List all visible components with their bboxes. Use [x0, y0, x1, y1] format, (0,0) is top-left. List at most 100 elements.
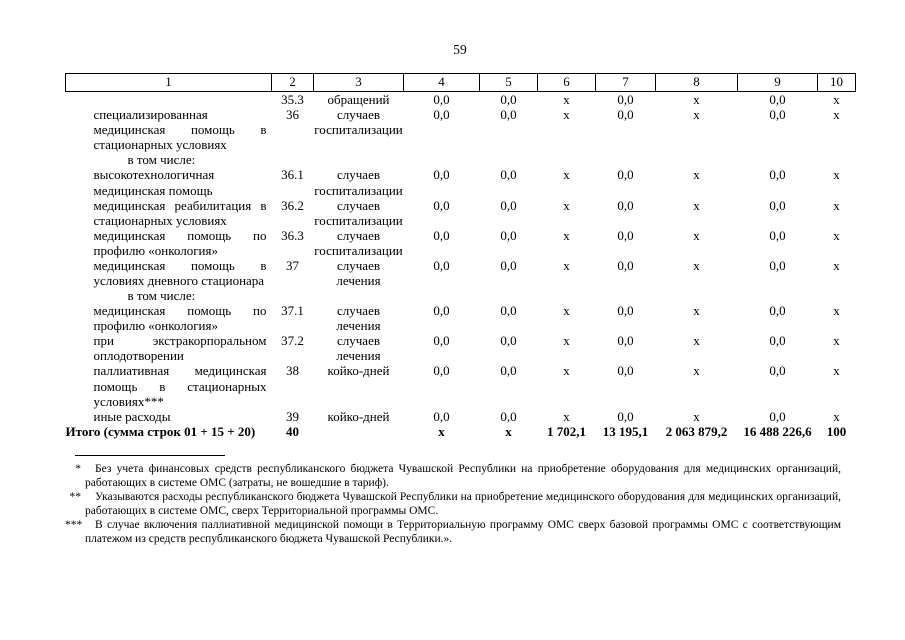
table-row: паллиативная медицинская помощь в стацио… [66, 363, 856, 408]
row-unit: койко-дней [327, 408, 390, 424]
row-value: x [563, 197, 570, 213]
row-value: x [563, 257, 570, 273]
row-value: 0,0 [617, 227, 634, 243]
row-value: 0,0 [769, 227, 786, 243]
row-value: x [563, 363, 570, 379]
row-value: x [693, 363, 700, 379]
row-value: x [833, 257, 840, 273]
row-value: 0,0 [617, 197, 634, 213]
medical-care-volumes-table: 1 2 3 4 5 6 7 8 9 10 35.3 обращений 0,0 0,0 x 0,0 x 0,0 x… [65, 72, 856, 439]
row-number: 36.2 [281, 197, 304, 213]
row-name: медицинская помощь по профилю «онкология… [93, 303, 267, 334]
row-name [66, 92, 272, 108]
table-header-row: 1 2 3 4 5 6 7 8 9 10 [65, 72, 856, 93]
row-value: 0,0 [500, 408, 517, 424]
row-value: 0,0 [769, 257, 786, 273]
row-value: 0,0 [433, 333, 450, 349]
empty-cells [272, 288, 856, 303]
row-value: x [563, 303, 570, 319]
row-value: 0,0 [617, 167, 634, 183]
row-value: 0,0 [433, 167, 450, 183]
row-name: медицинская помощь в условиях дневного с… [93, 257, 267, 289]
row-value: x [833, 408, 840, 424]
row-unit: случаев лечения [336, 257, 381, 289]
row-name: медицинская реабилитация в стационарных … [93, 197, 267, 228]
column-header: 2 [271, 72, 314, 93]
footnote-item: *** В случае включения паллиативной медиц… [65, 518, 855, 546]
row-value: 0,0 [433, 197, 450, 213]
row-value: x [833, 303, 840, 319]
row-number: 40 [286, 423, 299, 439]
row-value: 0,0 [500, 197, 517, 213]
column-header: 6 [537, 72, 596, 93]
row-value: 0,0 [500, 257, 517, 273]
row-number: 39 [286, 408, 299, 424]
column-header: 10 [817, 72, 856, 93]
column-header: 4 [403, 72, 480, 93]
row-value: x [693, 333, 700, 349]
footnote-marker: * [75, 462, 81, 475]
row-value: 0,0 [500, 167, 517, 183]
footnote-text: В случае включения паллиативной медицинс… [85, 518, 841, 545]
row-value: 100 [826, 423, 847, 439]
row-name: Итого (сумма строк 01 + 15 + 20) [65, 423, 256, 439]
row-value: x [563, 167, 570, 183]
row-value: x [693, 227, 700, 243]
row-value: 0,0 [433, 257, 450, 273]
footnote-marker: ** [69, 490, 82, 503]
table-row: медицинская помощь по профилю «онкология… [66, 303, 856, 333]
column-header: 9 [737, 72, 818, 93]
footnote-list: * Без учета финансовых средств республика… [65, 462, 855, 546]
footnote-text: Указываются расходы республиканского бюд… [85, 490, 841, 517]
row-value: x [833, 333, 840, 349]
row-value: x [693, 303, 700, 319]
row-value: 0,0 [769, 333, 786, 349]
row-value: 0,0 [433, 92, 450, 108]
row-value: 0,0 [769, 167, 786, 183]
row-value: 0,0 [433, 303, 450, 319]
row-value: 0,0 [769, 92, 786, 108]
row-value: x [693, 408, 700, 424]
table-row: медицинская помощь в условиях дневного с… [66, 258, 856, 288]
row-value: 0,0 [617, 303, 634, 319]
table-row: при экстракорпоральном оплодотворении 37.… [66, 333, 856, 363]
row-value: x [563, 107, 570, 123]
footnote-separator-line [75, 454, 225, 456]
footnote-item: ** Указываются расходы республиканского б… [70, 490, 855, 518]
row-value: 0,0 [769, 408, 786, 424]
row-value: 0,0 [433, 363, 450, 379]
row-value: 0,0 [769, 107, 786, 123]
row-value: 0,0 [617, 363, 634, 379]
row-value: x [833, 107, 840, 123]
row-unit [314, 424, 404, 439]
subheader-row: в том числе: [66, 288, 856, 303]
column-header: 3 [313, 72, 404, 93]
row-value: x [693, 92, 700, 108]
footnote-text: Без учета финансовых средств республикан… [85, 462, 841, 489]
row-value: x [833, 197, 840, 213]
footnote-marker: *** [65, 518, 83, 531]
row-value: x [505, 423, 512, 439]
row-value: 13 195,1 [602, 423, 649, 439]
page-number: 59 [453, 42, 467, 57]
table-row: медицинская реабилитация в стационарных … [66, 198, 856, 228]
row-number: 37 [286, 257, 299, 273]
row-unit: случаев госпитализации [314, 167, 403, 198]
empty-cells [272, 152, 856, 167]
row-value: x [693, 167, 700, 183]
row-value: x [693, 107, 700, 123]
row-number: 36.3 [281, 227, 304, 243]
row-unit: случаев лечения [336, 333, 381, 364]
subheader-label: в том числе: [127, 152, 196, 168]
subheader-label: в том числе: [127, 288, 196, 304]
footnotes-section: * Без учета финансовых средств республика… [65, 454, 855, 546]
row-value: 0,0 [500, 303, 517, 319]
row-number: 37.1 [281, 303, 304, 319]
row-unit: случаев госпитализации [314, 107, 403, 138]
row-value: 1 702,1 [547, 423, 586, 439]
row-unit: случаев госпитализации [314, 197, 403, 228]
row-value: 0,0 [769, 197, 786, 213]
row-unit: случаев госпитализации [314, 227, 403, 258]
column-header: 1 [65, 72, 272, 93]
table-row: иные расходы 39 койко-дней 0,0 0,0 x 0,0 x 0,0 x [66, 409, 856, 424]
